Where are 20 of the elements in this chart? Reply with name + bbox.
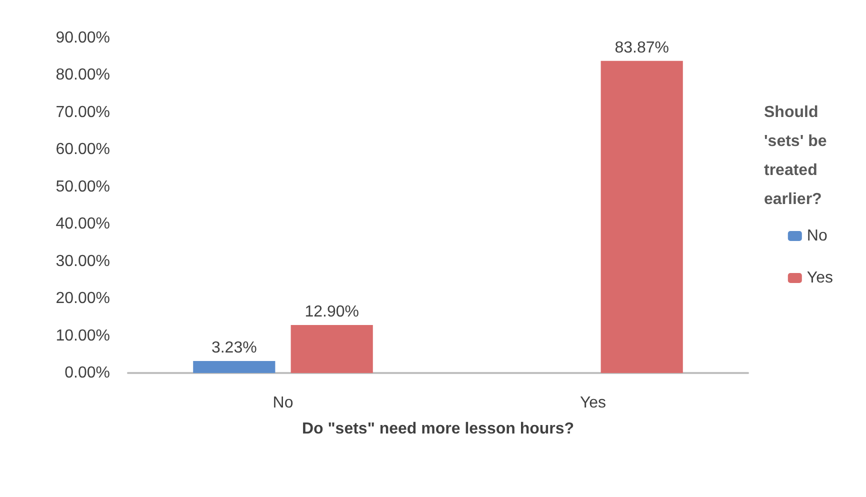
data-label: 12.90% xyxy=(304,303,359,320)
y-tick-label: 70.00% xyxy=(56,104,110,121)
y-tick-label: 10.00% xyxy=(56,327,110,344)
x-axis-title: Do "sets" need more lesson hours? xyxy=(302,420,574,438)
data-label: 83.87% xyxy=(614,39,669,56)
y-tick-label: 90.00% xyxy=(56,30,110,46)
y-tick-label: 80.00% xyxy=(56,66,110,84)
legend-label: Yes xyxy=(806,270,834,286)
y-tick-label: 20.00% xyxy=(56,290,110,308)
y-tick-label: 60.00% xyxy=(56,141,110,158)
y-tick-label: 0.00% xyxy=(64,364,110,382)
bar xyxy=(290,324,373,373)
y-tick-label: 50.00% xyxy=(56,178,110,196)
legend-label: No xyxy=(806,228,828,244)
bar xyxy=(600,60,683,373)
y-tick-label: 30.00% xyxy=(56,252,110,270)
data-label: 3.23% xyxy=(211,339,257,356)
y-tick-label: 40.00% xyxy=(56,216,110,233)
legend-title: Should 'sets' be treated earlier? xyxy=(764,104,832,208)
bar xyxy=(193,360,276,373)
